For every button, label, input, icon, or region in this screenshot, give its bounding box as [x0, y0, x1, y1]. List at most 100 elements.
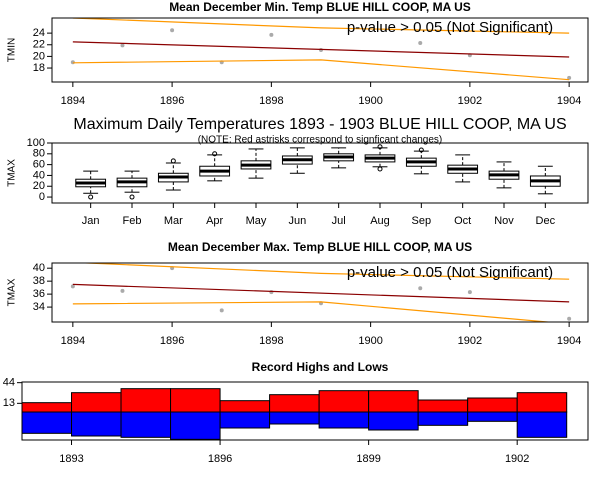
x-tick-label: 1899 — [356, 453, 380, 465]
x-tick-label: Dec — [536, 215, 556, 227]
x-tick-label: 1900 — [358, 95, 382, 107]
y-tick-label: 38 — [33, 275, 45, 287]
x-tick-label: 1896 — [208, 453, 232, 465]
x-tick-label: 1896 — [160, 335, 184, 347]
bar — [120, 411, 172, 438]
bar — [368, 390, 419, 413]
y-tick-label: 36 — [33, 288, 45, 300]
plot-area — [75, 144, 561, 200]
bar — [22, 411, 73, 434]
bar — [269, 394, 320, 413]
x-tick-label: Jul — [332, 215, 346, 227]
x-tick-label: 1896 — [160, 95, 184, 107]
point — [418, 286, 423, 291]
x-tick-label: 1902 — [505, 453, 529, 465]
x-tick-label: Feb — [123, 215, 142, 227]
x-tick-label: 1900 — [358, 335, 382, 347]
plot-border — [51, 17, 589, 83]
y-tick-label: 80 — [33, 148, 45, 160]
point — [567, 75, 572, 80]
x-tick-label: Mar — [164, 215, 183, 227]
point — [467, 290, 472, 295]
y-tick-label: 18 — [33, 62, 45, 74]
ci-lower — [72, 59, 570, 81]
panel: Mean December Max. Temp BLUE HILL COOP, … — [7, 240, 589, 347]
plot-border — [51, 142, 589, 204]
point — [418, 41, 423, 46]
outlier — [377, 144, 383, 150]
plot-area — [22, 388, 568, 440]
ci-upper — [72, 18, 570, 34]
outlier — [377, 166, 383, 172]
point — [170, 28, 175, 33]
point — [120, 288, 125, 293]
x-tick-label: 1894 — [61, 335, 85, 347]
bar — [71, 392, 122, 413]
point — [70, 284, 75, 289]
trend — [72, 41, 570, 58]
bar — [219, 411, 271, 429]
plot-border — [51, 262, 589, 323]
y-tick-label: 100 — [27, 137, 45, 149]
chart-title: Mean December Min. Temp BLUE HILL COOP, … — [169, 0, 471, 14]
y-tick-label: 22 — [33, 39, 45, 51]
bar — [22, 402, 73, 413]
plot-area — [70, 263, 572, 322]
annotation: p-value > 0.05 (Not Significant) — [347, 19, 553, 36]
annotation: p-value > 0.05 (Not Significant) — [347, 264, 553, 281]
x-tick-label: Sep — [412, 215, 432, 227]
x-tick-label: 1902 — [458, 95, 482, 107]
plot-border — [21, 381, 589, 441]
ci-lower — [72, 301, 555, 322]
bar — [516, 411, 568, 438]
y-tick-label: 13 — [3, 397, 15, 409]
outlier — [129, 194, 135, 200]
y-axis-title: TMAX — [7, 278, 18, 306]
y-tick-label: 20 — [33, 180, 45, 192]
x-tick-label: May — [246, 215, 267, 227]
bar — [170, 411, 221, 440]
bar — [219, 400, 271, 413]
chart-subtitle: (NOTE: Red astrisks correspond to signfi… — [198, 135, 443, 146]
bar — [467, 411, 518, 422]
x-tick-label: Jun — [288, 215, 306, 227]
x-tick-label: 1898 — [259, 95, 283, 107]
plot-area — [70, 18, 572, 81]
outlier — [88, 194, 94, 200]
bar — [417, 411, 469, 426]
y-tick-label: 34 — [33, 301, 45, 313]
bar — [71, 411, 122, 437]
panel: Record Highs and LowsNo. of Record Temps… — [3, 360, 589, 465]
y-axis-title: TMAX — [7, 159, 18, 187]
point — [120, 43, 125, 48]
bar — [318, 411, 370, 429]
chart-title: Mean December Max. Temp BLUE HILL COOP, … — [168, 240, 472, 254]
x-tick-label: 1894 — [61, 95, 85, 107]
chart-title: Record Highs and Lows — [252, 360, 389, 374]
point — [269, 32, 274, 37]
bar — [120, 388, 172, 413]
bar — [170, 388, 221, 413]
x-tick-label: 1904 — [557, 335, 581, 347]
x-tick-label: Nov — [494, 215, 514, 227]
bar — [318, 390, 370, 413]
trend — [72, 283, 570, 303]
ci-upper — [73, 263, 570, 280]
y-tick-label: 40 — [33, 262, 45, 274]
y-tick-label: 44 — [3, 377, 15, 389]
bar — [417, 399, 469, 413]
x-tick-label: Aug — [370, 215, 390, 227]
x-tick-label: 1898 — [259, 335, 283, 347]
x-tick-label: 1893 — [59, 453, 83, 465]
outlier — [418, 147, 424, 153]
y-tick-label: 24 — [33, 27, 45, 39]
panel: Maximum Daily Temperatures 1893 - 1903 B… — [7, 116, 589, 227]
y-tick-label: 20 — [33, 50, 45, 62]
x-tick-label: Apr — [206, 215, 223, 227]
x-tick-label: Oct — [454, 215, 471, 227]
y-axis-title: TMIN — [7, 38, 18, 62]
panel: Mean December Min. Temp BLUE HILL COOP, … — [7, 0, 589, 107]
chart-title: Maximum Daily Temperatures 1893 - 1903 B… — [73, 116, 566, 133]
point — [567, 316, 572, 321]
